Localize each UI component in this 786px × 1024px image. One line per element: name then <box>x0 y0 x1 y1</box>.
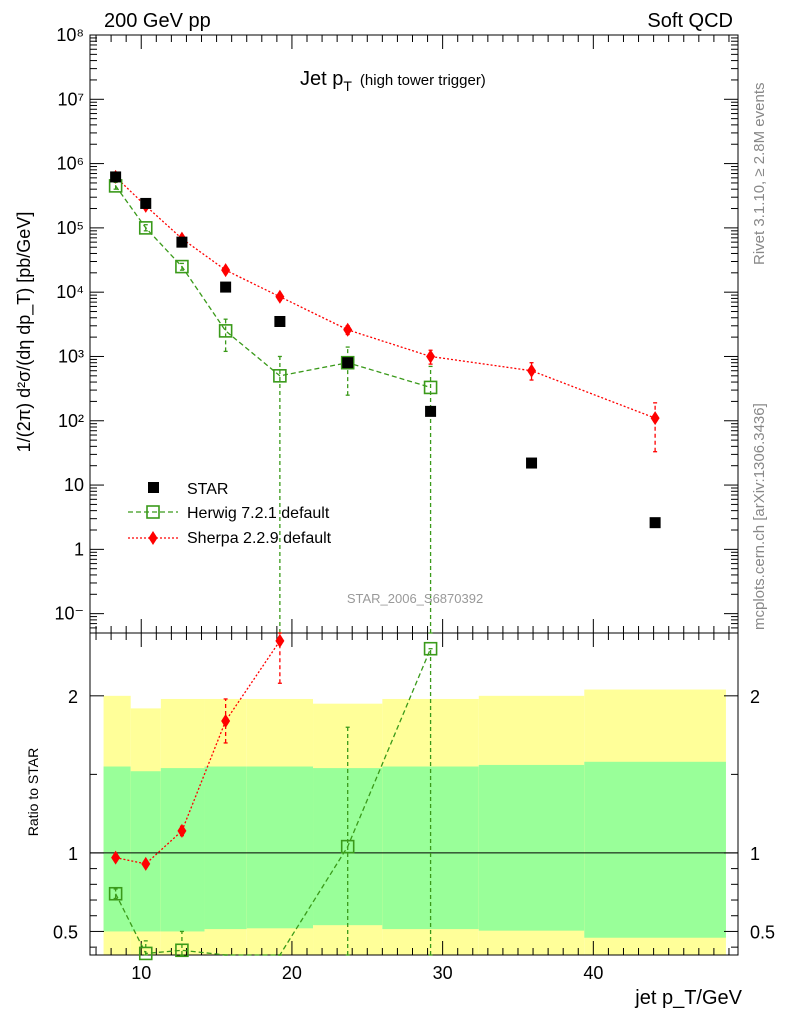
chart-title-main: Jet p <box>300 68 343 90</box>
marker-filled-square <box>220 281 232 293</box>
marker-open-square <box>138 221 153 235</box>
marker-diamond <box>343 322 353 337</box>
band-inner <box>478 764 585 931</box>
marker-open-square <box>146 505 160 519</box>
y-tick-label: 10³ <box>58 346 84 366</box>
marker-diamond <box>527 363 537 378</box>
x-axis-title: jet p_T/GeV <box>634 987 742 1009</box>
marker-open-square <box>138 946 153 961</box>
marker-filled-square <box>274 315 286 327</box>
series-herwig-ratio <box>108 641 438 961</box>
marker-open-square <box>423 380 438 395</box>
chart-title: Jet pT (high tower trigger) <box>300 68 486 94</box>
marker-filled-square <box>342 357 354 369</box>
marker-diamond <box>141 856 151 871</box>
sherpa-line <box>115 176 656 419</box>
legend-label-herwig: Herwig 7.2.1 default <box>187 505 330 522</box>
series-sherpa-main <box>111 169 660 453</box>
legend: STAR Herwig 7.2.1 default Sherpa 2.2.9 d… <box>128 481 332 547</box>
ratio-frame <box>89 632 739 956</box>
marker-diamond <box>177 823 187 838</box>
band-inner <box>584 761 726 938</box>
band-inner <box>204 766 247 930</box>
marker-open-square <box>108 886 123 901</box>
herwig-line <box>115 185 431 389</box>
x-tick-label: 20 <box>282 963 302 983</box>
y-tick-label: 10⁻ <box>54 604 84 624</box>
marker-filled-square <box>110 171 122 183</box>
header-right: Soft QCD <box>647 10 733 32</box>
legend-marker-star <box>148 482 159 493</box>
marker-filled-square <box>649 517 661 529</box>
y-tick-label: 10⁴ <box>56 282 84 302</box>
mcplots-side-label: mcplots.cern.ch [arXiv:1306.3436] <box>751 403 768 630</box>
marker-open-square <box>423 641 438 656</box>
axes-and-ticks: 10⁻ 1 10 10² 10³ 10⁴ 10⁵ 10⁶ 10⁷ 10⁸ 10 20 30 40 0.5 0.… <box>53 25 775 983</box>
ratio-uncertainty-bands <box>103 689 726 955</box>
x-tick-label: 30 <box>433 963 453 983</box>
legend-label-sherpa: Sherpa 2.2.9 default <box>187 530 332 547</box>
y-axis-title-main: 1/(2π) d²σ/(dη dp_T) [pb/GeV] <box>14 212 35 453</box>
y-tick-label: 10⁸ <box>56 25 84 45</box>
marker-diamond <box>275 289 285 304</box>
marker-open-square <box>175 943 189 958</box>
analysis-watermark: STAR_2006_S6870392 <box>347 591 483 606</box>
band-inner <box>103 766 131 932</box>
series-sherpa-ratio <box>111 632 285 871</box>
data-series <box>108 169 661 961</box>
chart-title-note: (high tower trigger) <box>360 72 486 89</box>
band-inner <box>130 771 161 932</box>
header-left: 200 GeV pp <box>104 10 211 32</box>
y-tick-label: 1 <box>74 539 84 559</box>
marker-open-square <box>273 369 287 383</box>
marker-diamond <box>650 411 660 426</box>
y-tick-label: 10⁷ <box>57 89 84 109</box>
y-tick-label: 10 <box>64 475 84 495</box>
marker-open-square <box>175 259 189 274</box>
marker-open-square <box>218 324 233 338</box>
marker-diamond <box>221 263 231 278</box>
marker-diamond <box>148 531 158 545</box>
marker-filled-square <box>140 197 152 209</box>
ratio-y-tick-label: 2 <box>68 687 78 707</box>
band-inner <box>246 766 314 929</box>
x-tick-label: 10 <box>131 963 151 983</box>
ratio-y-tick-label-right: 0.5 <box>750 922 775 942</box>
marker-open-square <box>340 355 355 370</box>
rivet-side-label: Rivet 3.1.10, ≥ 2.8M events <box>751 83 768 266</box>
marker-filled-square <box>526 457 538 469</box>
marker-filled-square <box>176 236 188 248</box>
marker-filled-square <box>425 405 437 417</box>
marker-diamond <box>426 349 436 364</box>
marker-diamond <box>221 713 231 728</box>
ratio-y-tick-label-right: 2 <box>750 687 760 707</box>
y-axis-title-ratio: Ratio to STAR <box>25 748 41 836</box>
marker-diamond <box>275 633 285 648</box>
ratio-y-tick-label: 1 <box>68 844 78 864</box>
band-inner <box>160 768 205 932</box>
y-tick-label: 10² <box>58 411 84 431</box>
marker-open-square <box>340 839 355 854</box>
series-star-main <box>110 171 661 529</box>
marker-diamond <box>111 850 121 865</box>
x-tick-label: 40 <box>583 963 603 983</box>
ratio-y-tick-label-right: 1 <box>750 844 760 864</box>
y-tick-label: 10⁵ <box>57 218 84 238</box>
ratio-y-tick-label: 0.5 <box>53 922 78 942</box>
series-herwig-main <box>108 179 438 634</box>
legend-label-star: STAR <box>187 481 228 498</box>
sherpa-ratio-line <box>115 640 281 865</box>
chart-title-sub: T <box>343 78 352 94</box>
y-tick-label: 10⁶ <box>57 154 84 174</box>
